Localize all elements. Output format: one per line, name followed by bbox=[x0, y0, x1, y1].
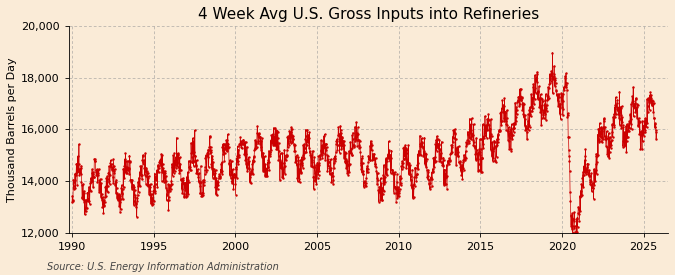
Text: Source: U.S. Energy Information Administration: Source: U.S. Energy Information Administ… bbox=[47, 262, 279, 272]
Y-axis label: Thousand Barrels per Day: Thousand Barrels per Day bbox=[7, 57, 17, 202]
Title: 4 Week Avg U.S. Gross Inputs into Refineries: 4 Week Avg U.S. Gross Inputs into Refine… bbox=[198, 7, 539, 22]
